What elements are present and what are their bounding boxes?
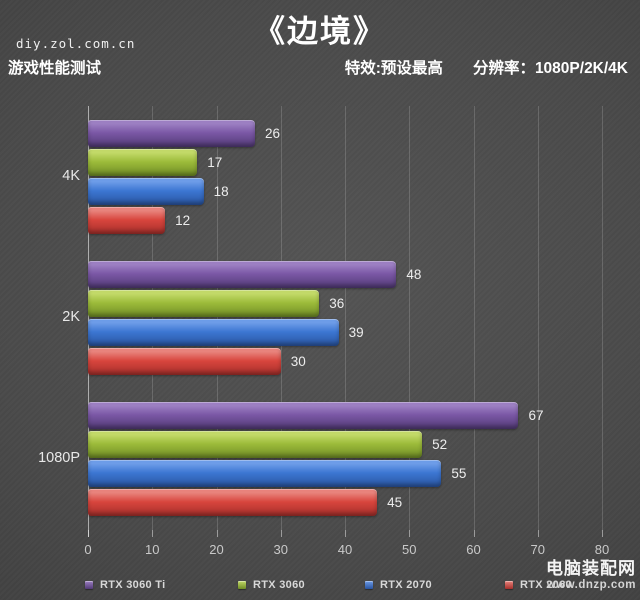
test-settings: 特效:预设最高 分辨率：1080P/2K/4K: [345, 56, 628, 78]
axis-tick: [409, 530, 411, 537]
value-label-rtx-3060-2k: 36: [329, 296, 345, 311]
site-url-label: diy.zol.com.cn: [16, 36, 136, 51]
legend-item-rtx-2060: RTX 2060: [505, 578, 572, 592]
bar-rtx-2070-1080p: [88, 460, 442, 488]
bar-rtx-3060-ti-1080p: [88, 402, 519, 430]
axis-tick: [473, 530, 475, 537]
legend-marker-rtx-2070: [365, 581, 373, 589]
gridline: [152, 106, 154, 530]
bar-rtx-2060-1080p: [88, 489, 378, 517]
gridline: [280, 106, 282, 530]
legend-marker-rtx-2060: [505, 581, 513, 589]
value-label-rtx-3060-4k: 17: [207, 154, 223, 170]
bar-rtx-3060-ti-4k: [88, 119, 256, 147]
value-label-rtx-2070-1080p: 55: [451, 466, 467, 482]
category-label-2k: 2K: [62, 309, 80, 325]
legend-marker-rtx-3060: [238, 581, 246, 589]
plot-area: [88, 106, 603, 530]
value-label-rtx-2060-4k: 12: [175, 212, 191, 228]
bar-rtx-3060-2k: [88, 290, 320, 317]
gridline: [602, 106, 603, 530]
legend-label-rtx-3060: RTX 3060: [253, 579, 305, 591]
gridline: [345, 106, 346, 530]
legend-label-rtx-3060-ti: RTX 3060 Ti: [100, 579, 166, 591]
bar-rtx-2060-2k: [88, 348, 281, 375]
value-label-rtx-2070-2k: 39: [348, 325, 364, 340]
x-tick-label: 0: [84, 542, 92, 557]
value-label-rtx-2070-4k: 18: [213, 183, 229, 199]
axis-tick: [280, 530, 282, 537]
legend-item-rtx-3060-ti: RTX 3060 Ti: [85, 578, 165, 592]
watermark-name: 电脑装配网: [546, 559, 636, 578]
value-label-rtx-2060-2k: 30: [290, 354, 306, 369]
axis-tick: [602, 530, 603, 537]
value-label-rtx-3060-ti-4k: 26: [265, 125, 281, 141]
x-tick-label: 20: [209, 542, 224, 557]
watermark-url: www.dnzp.com: [546, 578, 636, 591]
x-tick-label: 50: [402, 542, 417, 557]
value-label-rtx-3060-1080p: 52: [432, 437, 448, 453]
legend-label-rtx-2060: RTX 2060: [520, 579, 572, 591]
value-label-rtx-3060-ti-1080p: 67: [528, 408, 544, 424]
axis-tick: [345, 530, 346, 537]
axis-tick: [537, 530, 539, 537]
bar-rtx-3060-ti-2k: [88, 261, 397, 288]
x-tick-label: 80: [594, 542, 610, 557]
watermark: 电脑装配网 www.dnzp.com: [546, 559, 636, 591]
value-label-rtx-2060-1080p: 45: [387, 495, 403, 511]
bar-rtx-2070-4k: [88, 177, 204, 205]
gridline: [216, 106, 218, 530]
legend-item-rtx-3060: RTX 3060: [238, 578, 305, 592]
category-label-1080p: 1080P: [38, 450, 80, 467]
effects-label: 特效:预设最高: [344, 60, 443, 77]
x-tick-label: 30: [273, 542, 288, 557]
value-label-rtx-3060-ti-2k: 48: [406, 267, 422, 282]
legend-item-rtx-2070: RTX 2070: [365, 578, 432, 592]
legend-marker-rtx-3060-ti: [85, 581, 93, 589]
bar-rtx-3060-1080p: [88, 431, 423, 459]
category-label-4k: 4K: [62, 167, 80, 184]
x-tick-label: 10: [145, 542, 160, 557]
page-title: 《边境》: [254, 14, 386, 49]
axis-tick: [216, 530, 218, 537]
legend-label-rtx-2070: RTX 2070: [380, 579, 432, 591]
bar-rtx-2060-4k: [88, 206, 166, 234]
bar-rtx-2070-2k: [88, 319, 339, 346]
gridline: [409, 106, 411, 530]
x-tick-label: 40: [337, 542, 353, 557]
bar-rtx-3060-4k: [88, 148, 198, 176]
test-type-label: 游戏性能测试: [8, 60, 102, 77]
axis-tick: [152, 530, 154, 537]
x-tick-label: 70: [530, 542, 545, 557]
x-tick-label: 60: [466, 542, 481, 557]
resolution-label: 分辨率：1080P/2K/4K: [472, 60, 628, 77]
gridline: [537, 106, 539, 530]
gridline: [473, 106, 475, 530]
